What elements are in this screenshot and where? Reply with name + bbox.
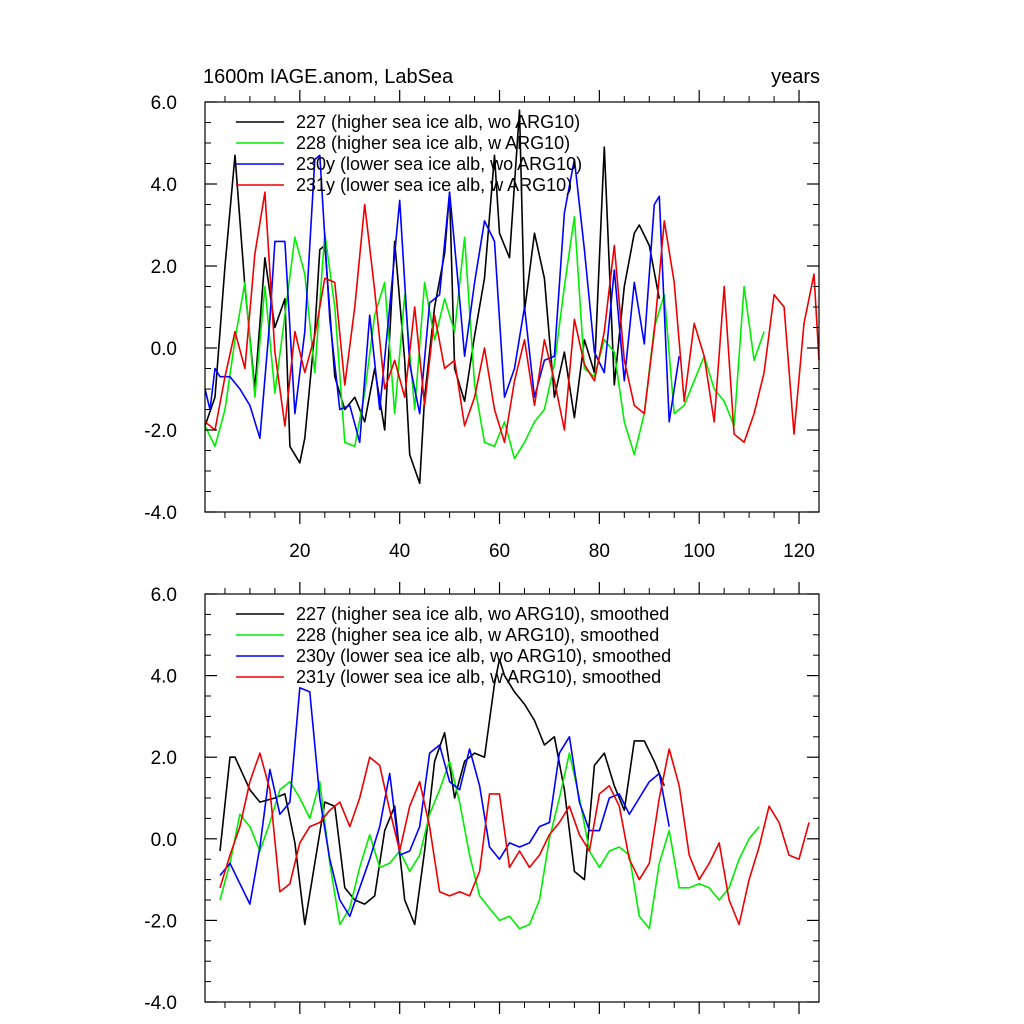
chart-right-title: years bbox=[771, 66, 820, 88]
chart-panel-2: -4.0 -2.0 0.0 2.0 4.0 6.0 227 (higher sea ice … bbox=[144, 582, 820, 1014]
y-tick-label: 2.0 bbox=[151, 257, 177, 278]
x-tick-label: 60 bbox=[489, 541, 510, 562]
y-tick-label: -2.0 bbox=[144, 421, 177, 442]
chart-title: 1600m IAGE.anom, LabSea bbox=[203, 66, 454, 88]
series-line-2 bbox=[219, 752, 760, 930]
y-tick-label: 2.0 bbox=[151, 748, 177, 769]
x-tick-label: 40 bbox=[389, 541, 410, 562]
series-line-4 bbox=[219, 748, 810, 926]
legend-entry-1: 227 (higher sea ice alb, wo ARG10), smoo… bbox=[296, 604, 669, 624]
chart-panel-1: -4.0 -2.0 0.0 2.0 4.0 6.0 20 40 60 80 100 120 227 (h… bbox=[144, 90, 820, 562]
x-tick-label: 80 bbox=[589, 541, 610, 562]
x-tick-label: 20 bbox=[289, 541, 310, 562]
legend-entry-4: 231y (lower sea ice alb, w ARG10), smoot… bbox=[296, 667, 661, 687]
y-tick-label: 6.0 bbox=[151, 585, 177, 606]
y-tick-label: 4.0 bbox=[151, 175, 177, 196]
x-tick-label: 100 bbox=[683, 541, 715, 562]
series-line-4 bbox=[204, 191, 820, 444]
series-line-2 bbox=[204, 216, 765, 460]
series-line-1 bbox=[219, 658, 666, 926]
legend-entry-4: 231y (lower sea ice alb, w ARG10) bbox=[296, 175, 572, 195]
x-tick-label: 120 bbox=[783, 541, 815, 562]
y-tick-label: 6.0 bbox=[151, 93, 177, 114]
series-line-3 bbox=[219, 686, 670, 918]
series-line-3 bbox=[204, 154, 680, 444]
series-line-1 bbox=[204, 109, 661, 485]
y-tick-label: 0.0 bbox=[151, 339, 177, 360]
y-tick-label: -4.0 bbox=[144, 993, 177, 1014]
y-tick-label: 4.0 bbox=[151, 667, 177, 688]
legend-entry-2: 228 (higher sea ice alb, w ARG10), smoot… bbox=[296, 625, 659, 645]
y-tick-label: -2.0 bbox=[144, 911, 177, 932]
legend-entry-1: 227 (higher sea ice alb, wo ARG10) bbox=[296, 112, 580, 132]
legend-entry-3: 230y (lower sea ice alb, wo ARG10), smoo… bbox=[296, 646, 671, 666]
y-tick-label: -4.0 bbox=[144, 503, 177, 524]
y-tick-label: 0.0 bbox=[151, 830, 177, 851]
legend-entry-2: 228 (higher sea ice alb, w ARG10) bbox=[296, 133, 570, 153]
legend-entry-3: 230y (lower sea ice alb, wo ARG10) bbox=[296, 154, 582, 174]
